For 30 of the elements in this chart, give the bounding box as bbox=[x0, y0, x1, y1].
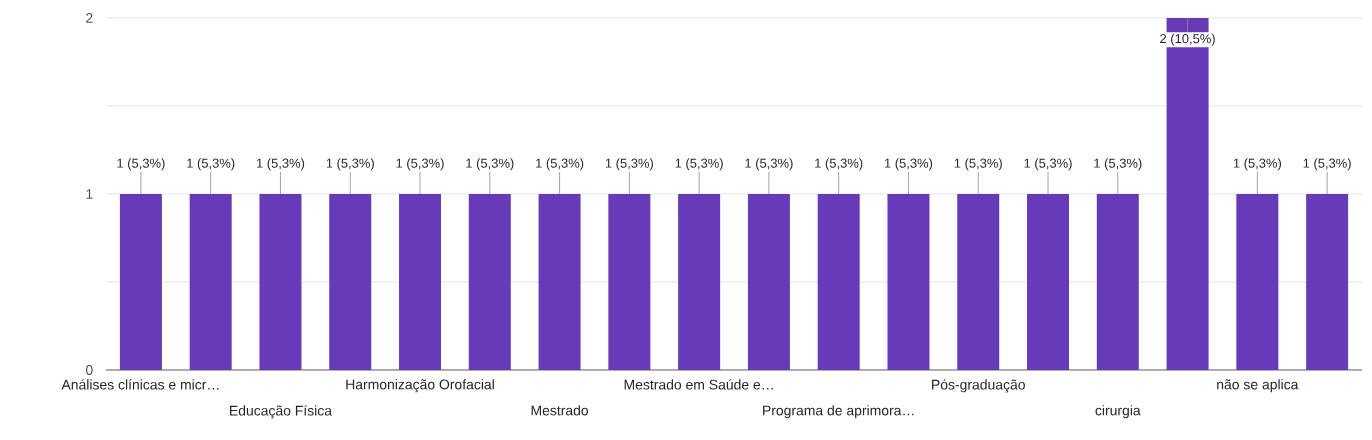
data-label: 1 (5,3%) bbox=[815, 158, 863, 171]
data-label: 1 (5,3%) bbox=[1303, 158, 1351, 171]
x-tick-label: Pós-graduação bbox=[932, 379, 1025, 393]
data-label: 1 (5,3%) bbox=[884, 158, 933, 171]
y-tick-label: 2 bbox=[86, 13, 93, 23]
x-tick-label: Mestrado bbox=[531, 405, 589, 416]
x-tick-label: Programa de aprimora… bbox=[763, 405, 914, 419]
x-tick-label: cirurgia bbox=[1095, 405, 1141, 419]
data-label: 1 (5,3%) bbox=[745, 158, 793, 171]
x-tick-label: não se aplica bbox=[1217, 379, 1299, 393]
data-label: 1 (5,3%) bbox=[1233, 158, 1282, 171]
data-label: 1 (5,3%) bbox=[396, 158, 444, 171]
y-tick-label: 0 bbox=[85, 365, 93, 375]
data-label: 1 (5,3%) bbox=[256, 158, 305, 171]
data-label: 1 (5,3%) bbox=[117, 158, 165, 171]
data-label: 1 (5,3%) bbox=[187, 158, 235, 171]
x-tick-label: Mestrado em Saúde e… bbox=[624, 379, 773, 390]
data-label: 1 (5,3%) bbox=[1024, 158, 1072, 171]
data-label: 1 (5,3%) bbox=[536, 158, 584, 171]
x-tick-label: Harmonização Orofacial bbox=[346, 379, 494, 393]
data-label: 1 (5,3%) bbox=[326, 158, 374, 171]
data-label: 2 (10,5%) bbox=[1160, 33, 1215, 46]
data-label: 1 (5,3%) bbox=[954, 158, 1002, 171]
data-label: 1 (5,3%) bbox=[605, 158, 654, 171]
x-tick-label: Análises clínicas e micr… bbox=[61, 379, 219, 390]
x-tick-label: Educação Física bbox=[230, 405, 332, 419]
y-tick-label: 1 bbox=[86, 189, 93, 199]
data-label: 1 (5,3%) bbox=[675, 158, 723, 171]
data-label: 1 (5,3%) bbox=[466, 158, 514, 171]
data-label: 1 (5,3%) bbox=[1094, 158, 1142, 171]
